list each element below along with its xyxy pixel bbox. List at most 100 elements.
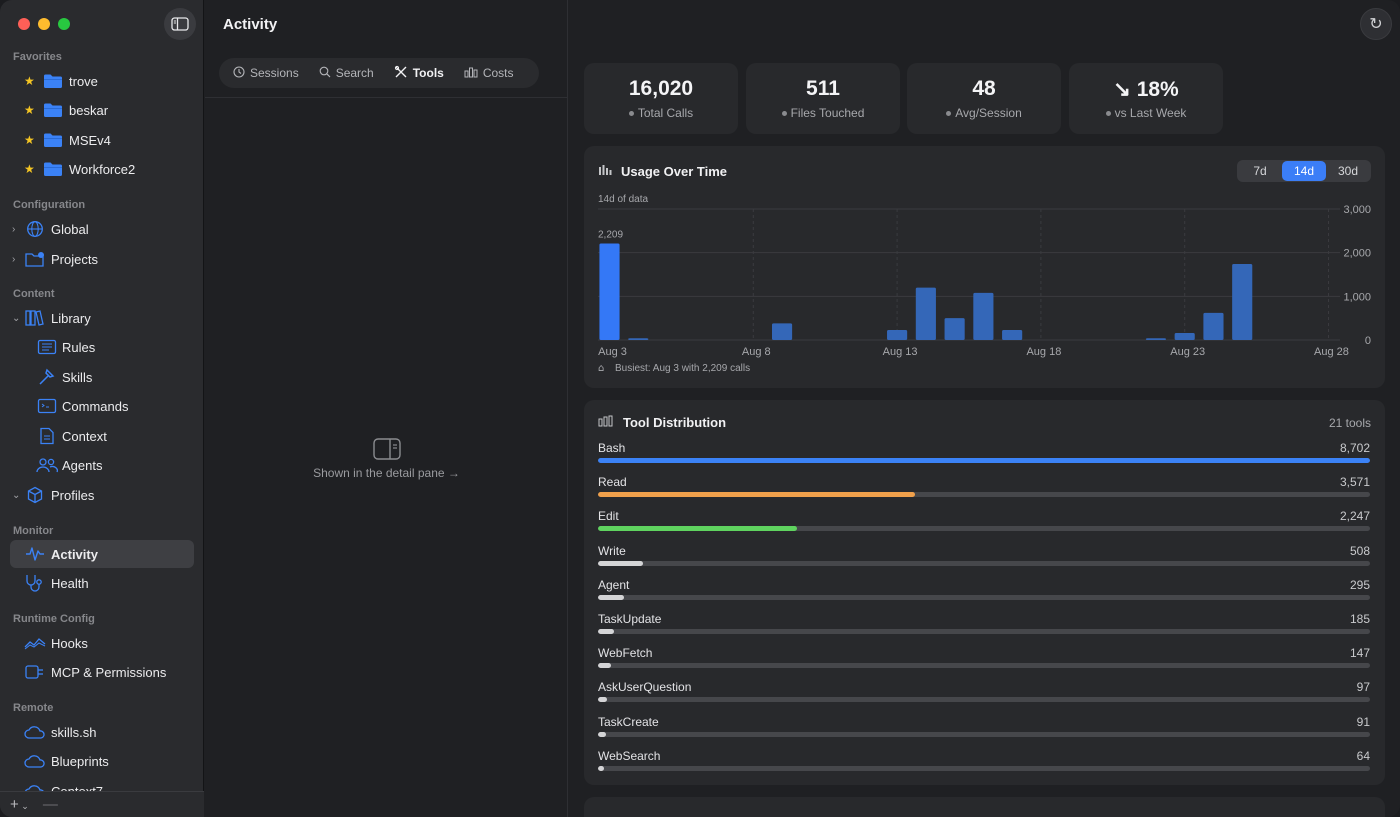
tool-bar-fill [598, 731, 607, 737]
sidebar: Favorites ★ trove ★ beskar ★ MSEv4 ★ Workforce2… [0, 0, 204, 817]
tool-bar-fill [598, 697, 607, 703]
sidebar-item-label: Context [62, 428, 107, 444]
usage-bar[interactable] [915, 287, 936, 340]
tab-search[interactable]: Search [309, 60, 384, 86]
tool-row: WebFetch 147 [598, 646, 1370, 676]
section-configuration: Configuration [13, 199, 86, 211]
sidebar-item-favorite[interactable]: ★ MSEv4 [10, 126, 194, 154]
sidebar-item-global[interactable]: › Global [10, 215, 194, 243]
tool-count: 97 [1356, 680, 1370, 695]
usage-bar[interactable] [599, 243, 620, 340]
waveform-icon [24, 545, 46, 563]
tool-bar-track [598, 526, 1370, 532]
sidebar-item-favorite[interactable]: ★ trove [10, 67, 194, 95]
usage-bar[interactable] [1203, 312, 1224, 340]
chevron-down-icon[interactable]: ⌄ [12, 312, 21, 324]
sidebar-icon [171, 17, 189, 31]
close-window-button[interactable] [18, 18, 30, 30]
usage-bar[interactable] [628, 338, 649, 340]
list-pane: Activity Sessions Search Tools Costs Sho [205, 0, 568, 817]
range-30d[interactable]: 30d [1337, 164, 1359, 178]
terminal-icon [36, 397, 58, 415]
usage-bar[interactable] [1174, 333, 1195, 340]
zoom-window-button[interactable] [58, 18, 70, 30]
sidebar-item-library-child[interactable]: Context [10, 422, 194, 450]
sidebar-item-library-child[interactable]: Skills [10, 363, 194, 391]
folder-icon [42, 101, 64, 119]
tool-count: 185 [1349, 612, 1370, 626]
sidebar-item-favorite[interactable]: ★ Workforce2 [10, 155, 194, 183]
tab-costs[interactable]: Costs [454, 60, 524, 86]
tool-name: Agent [598, 577, 630, 592]
sidebar-item-mcp-permissions[interactable]: MCP & Permissions [10, 658, 194, 686]
cloud-icon [24, 752, 46, 770]
range-7d[interactable]: 7d [1253, 164, 1267, 178]
chevron-right-icon[interactable]: › [12, 253, 16, 265]
people-icon [36, 456, 58, 474]
sidebar-item-remote[interactable]: skills.sh [10, 718, 194, 746]
tool-row: Bash 8,702 [598, 441, 1370, 471]
tools-icon [394, 65, 408, 82]
plus-icon: + [10, 796, 19, 813]
page-title: Activity [223, 16, 278, 33]
range-14d[interactable]: 14d [1282, 161, 1326, 181]
minimize-window-button[interactable] [38, 18, 50, 30]
sidebar-item-profiles[interactable]: ⌄ Profiles [10, 481, 194, 509]
tab-sessions[interactable]: Sessions [223, 60, 309, 86]
x-tick-label: Aug 23 [1170, 346, 1205, 358]
x-tick-label: Aug 13 [883, 346, 918, 358]
usage-bar[interactable] [1002, 329, 1023, 340]
sidebar-item-library-child[interactable]: Agents [10, 451, 194, 479]
flame-icon: ⌂ [598, 363, 604, 374]
sidebar-item-library[interactable]: ⌄ Library [10, 304, 194, 332]
sidebar-item-hooks[interactable]: Hooks [10, 629, 194, 657]
refresh-button[interactable]: ↻ [1360, 8, 1392, 40]
cube-icon [24, 486, 46, 504]
usage-bar[interactable] [973, 292, 994, 340]
tool-bar-track [598, 697, 1370, 703]
sidebar-item-library-child[interactable]: Commands [10, 392, 194, 420]
usage-bar[interactable] [1145, 338, 1167, 340]
tool-bar-fill [598, 492, 915, 498]
globe-icon [24, 220, 46, 238]
sidebar-item-label: skills.sh [51, 724, 97, 740]
tab-tools[interactable]: Tools [384, 60, 454, 86]
star-icon: ★ [24, 103, 35, 117]
books-icon [24, 309, 46, 327]
usage-bar[interactable] [1232, 264, 1253, 340]
sidebar-item-label: Workforce2 [69, 161, 136, 177]
usage-bar[interactable] [887, 329, 908, 340]
remove-button[interactable]: — [42, 796, 58, 813]
usage-bar[interactable] [944, 318, 965, 340]
sidebar-item-label: Activity [51, 546, 98, 562]
tool-name: Write [598, 543, 626, 558]
chevron-right-icon[interactable]: › [12, 223, 16, 235]
stat-label: Avg/Session [907, 106, 1061, 120]
sidebar-item-label: Blueprints [51, 753, 109, 769]
tool-name: Bash [598, 441, 626, 455]
tool-count: 91 [1356, 714, 1370, 729]
y-tick-label: 0 [1365, 335, 1371, 347]
x-tick-label: Aug 8 [742, 346, 771, 358]
sidebar-item-library-child[interactable]: Rules [10, 333, 194, 361]
tool-bar-track [598, 492, 1370, 498]
folder-icon [42, 160, 64, 178]
sidebar-footer: + ⌄ — [0, 791, 204, 817]
tool-row: Read 3,571 [598, 475, 1370, 505]
sidebar-item-activity[interactable]: Activity [10, 540, 194, 568]
tab-label: Search [335, 66, 374, 80]
sidebar-item-favorite[interactable]: ★ beskar [10, 96, 194, 124]
tool-bar-fill [598, 765, 604, 771]
sidebar-item-projects[interactable]: › Projects [10, 245, 194, 273]
tool-row: Edit 2,247 [598, 509, 1370, 539]
sidebar-item-health[interactable]: Health [10, 569, 194, 597]
stat-total-calls: 16,020 Total Calls [584, 63, 738, 134]
tool-name: Read [598, 475, 627, 490]
chevron-down-icon[interactable]: ⌄ [12, 489, 21, 501]
bars-icon [464, 66, 478, 81]
add-button[interactable]: + ⌄ [10, 796, 29, 813]
sidebar-item-remote[interactable]: Blueprints [10, 747, 194, 775]
sidebar-toggle-button[interactable] [164, 8, 196, 40]
usage-bar[interactable] [771, 323, 793, 340]
